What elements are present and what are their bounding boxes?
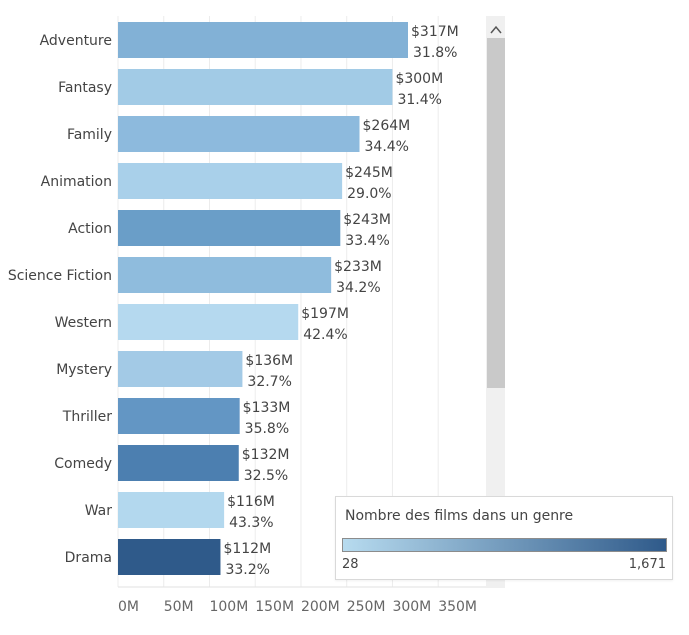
category-label: Family [67,127,112,143]
percent-label: 34.4% [365,139,409,155]
category-label: Science Fiction [8,268,112,284]
bar-war[interactable] [118,492,225,528]
bar-family[interactable] [118,116,360,152]
category-label: Action [68,221,112,237]
value-label: $112M [223,541,271,557]
value-label: $317M [411,24,459,40]
value-label: $264M [363,118,411,134]
percent-label: 32.5% [244,468,288,484]
legend-min-label: 28 [342,557,359,572]
percent-label: 32.7% [247,374,291,390]
bar-fantasy[interactable] [118,69,393,105]
scrollbar-thumb[interactable] [487,38,505,388]
x-tick-label: 50M [164,599,194,615]
value-label: $243M [343,212,391,228]
bar-thriller[interactable] [118,398,240,434]
x-tick-label: 0M [118,599,139,615]
percent-label: 34.2% [336,280,380,296]
value-label: $132M [242,447,290,463]
bar-western[interactable] [118,304,299,340]
percent-label: 35.8% [245,421,289,437]
bar-animation[interactable] [118,163,343,199]
value-label: $233M [334,259,382,275]
category-label: Western [55,315,112,331]
chevron-up-icon[interactable] [490,25,502,34]
legend-color-ramp [342,538,667,552]
x-tick-label: 250M [347,599,386,615]
percent-label: 42.4% [303,327,347,343]
bar-adventure[interactable] [118,22,408,58]
value-label: $245M [345,165,393,181]
percent-label: 43.3% [229,515,273,531]
x-tick-label: 350M [438,599,477,615]
bar-science-fiction[interactable] [118,257,332,293]
bar-comedy[interactable] [118,445,239,481]
category-label: Animation [41,174,112,190]
x-tick-label: 200M [301,599,340,615]
bar-action[interactable] [118,210,341,246]
percent-label: 33.2% [225,562,269,578]
x-tick-label: 150M [255,599,294,615]
category-label: Drama [65,550,112,566]
x-tick-label: 300M [392,599,431,615]
category-label: Fantasy [58,80,112,96]
value-label: $133M [243,400,291,416]
bar-mystery[interactable] [118,351,243,387]
category-label: Thriller [62,409,112,425]
legend-title: Nombre des films dans un genre [345,508,574,524]
value-label: $300M [395,71,443,87]
value-label: $136M [245,353,293,369]
category-label: War [85,503,113,519]
category-label: Mystery [56,362,112,378]
percent-label: 31.8% [413,45,457,61]
bar-drama[interactable] [118,539,221,575]
percent-label: 29.0% [347,186,391,202]
x-tick-label: 100M [209,599,248,615]
percent-label: 33.4% [345,233,389,249]
category-label: Adventure [40,33,112,49]
category-label: Comedy [54,456,112,472]
color-legend: Nombre des films dans un genre 28 1,671 [335,496,673,580]
value-label: $197M [301,306,349,322]
legend-max-label: 1,671 [628,557,666,572]
x-axis-tick-labels: 0M 50M 100M 150M 200M 250M 300M 350M [118,599,477,615]
percent-label: 31.4% [397,92,441,108]
value-label: $116M [227,494,275,510]
